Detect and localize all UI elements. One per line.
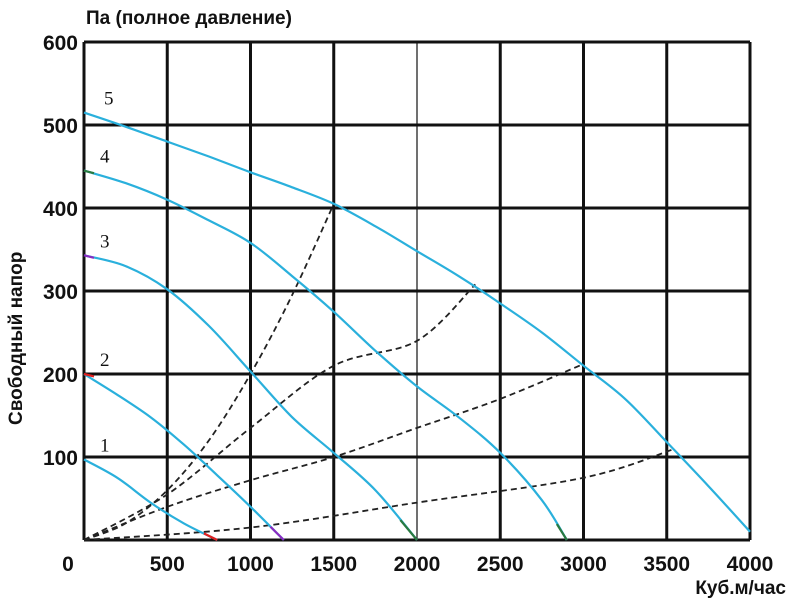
y-tick-label: 400: [43, 198, 78, 221]
fan-curves: 1 2 3 4 5: [83, 89, 751, 541]
curve-label-1: 1: [100, 435, 110, 456]
x-axis-label: Куб.м/час: [695, 578, 786, 599]
system-line-2: [83, 283, 476, 541]
grid: [82, 40, 752, 542]
system-line-3: [83, 363, 584, 541]
y-tick-label: 200: [43, 364, 78, 387]
tick-labels: 0 500 1000 1500 2000 2500 3000 3500 400010020030…: [43, 32, 773, 576]
x-tick-label: 1500: [310, 553, 357, 576]
curve-label-5: 5: [104, 89, 114, 110]
system-line-4: [83, 447, 676, 541]
fan-curve-1-end: [203, 532, 218, 541]
y-tick-label: 600: [43, 32, 78, 55]
fan-curve-2-start: [83, 372, 95, 378]
y-axis-label: Свободный напор: [6, 252, 27, 425]
fan-curve-5: [83, 111, 751, 533]
fan-curve-4-end: [555, 523, 568, 541]
fan-curve-3-end: [399, 519, 418, 541]
fan-curve-4: [83, 169, 568, 541]
curve-label-2: 2: [100, 350, 110, 371]
x-tick-label: 2500: [477, 553, 524, 576]
curve-label-3: 3: [100, 231, 110, 252]
x-tick-label: 2000: [394, 553, 441, 576]
x-tick-label: 3000: [560, 553, 607, 576]
y-tick-label: 100: [43, 447, 78, 470]
x-tick-label: 0: [62, 553, 74, 576]
fan-curve-2-end: [269, 525, 285, 541]
fan-curve-4-start: [83, 169, 95, 175]
y-tick-label: 300: [43, 281, 78, 304]
system-lines: [83, 203, 676, 541]
chart-title: Па (полное давление): [86, 8, 292, 29]
y-tick-label: 500: [43, 115, 78, 138]
x-tick-label: 1000: [227, 553, 274, 576]
curve-label-4: 4: [100, 147, 110, 168]
fan-curve-2: [83, 373, 285, 541]
fan-curve-1: [83, 458, 218, 541]
x-tick-label: 500: [150, 553, 185, 576]
x-tick-label: 3500: [643, 553, 690, 576]
fan-curve-3-start: [83, 254, 95, 259]
fan-curve-3: [83, 254, 418, 541]
x-tick-label: 4000: [727, 553, 774, 576]
